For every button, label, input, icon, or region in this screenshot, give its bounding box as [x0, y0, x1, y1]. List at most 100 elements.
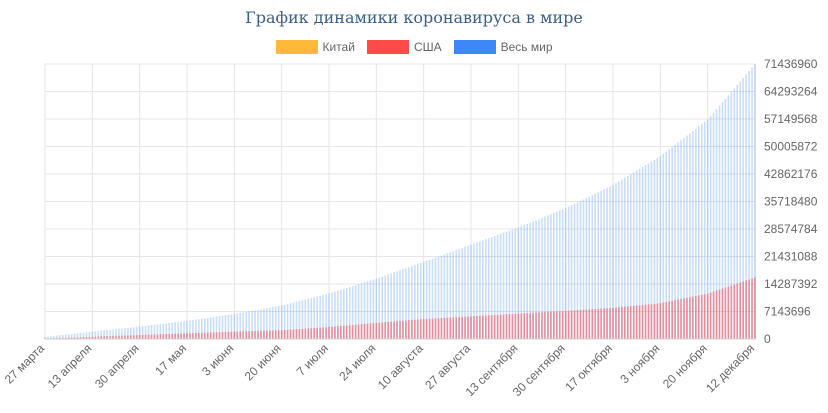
bar-world [517, 227, 520, 339]
bar-usa [650, 304, 653, 339]
bar-world [331, 292, 333, 339]
bar-world [603, 189, 605, 339]
bar-usa [192, 333, 194, 339]
bar-world [496, 234, 499, 339]
bar-usa [360, 324, 363, 339]
bar-usa [689, 297, 691, 339]
bar-usa [730, 285, 733, 339]
bar-usa [200, 332, 203, 339]
bar-usa [203, 332, 206, 339]
bar-usa [304, 328, 307, 339]
bar-usa [378, 322, 381, 339]
bar-usa [153, 334, 156, 339]
bar-usa [624, 306, 626, 339]
bar-usa [195, 332, 197, 339]
bar-world [511, 229, 514, 339]
bar-world [325, 294, 327, 339]
bar-world [372, 279, 375, 339]
bar-usa [239, 331, 242, 339]
bar-usa [428, 318, 431, 339]
bar-usa [366, 323, 369, 339]
bar-world [650, 161, 653, 339]
bar-usa [647, 304, 650, 339]
bar-usa [440, 317, 443, 339]
bar-world [91, 331, 94, 339]
bar-usa [396, 321, 398, 339]
bar-usa [242, 331, 245, 339]
legend-item-china[interactable]: Китай [275, 40, 355, 54]
bar-usa [325, 327, 327, 339]
bar-usa [94, 336, 97, 339]
bar-usa [73, 337, 76, 339]
bar-usa [434, 318, 437, 339]
bar-world [683, 137, 685, 339]
bar-world [369, 280, 372, 339]
bar-world [313, 297, 316, 339]
bar-world [390, 273, 392, 339]
bar-usa [464, 316, 466, 339]
bar-usa [579, 309, 582, 339]
bar-world [171, 322, 174, 339]
bar-world [482, 240, 484, 339]
bar-world [174, 322, 176, 339]
bar-world [292, 302, 295, 339]
bar-world [375, 278, 378, 339]
bar-world [316, 296, 318, 339]
bar-usa [452, 317, 455, 339]
bar-world [416, 264, 419, 339]
bar-usa [147, 334, 150, 339]
bar-usa [82, 337, 85, 339]
bar-usa [674, 300, 676, 339]
bar-usa [180, 333, 182, 339]
bar-usa [529, 312, 531, 339]
bar-world [641, 166, 644, 339]
bar-usa [561, 311, 564, 339]
bar-world [692, 131, 694, 339]
bar-world [396, 271, 398, 339]
bar-world [307, 298, 310, 339]
bar-usa [301, 328, 304, 339]
bar-usa [505, 314, 508, 339]
legend-item-world[interactable]: Весь мир [453, 40, 553, 54]
bar-usa [558, 311, 561, 339]
bar-world [227, 314, 230, 339]
bar-usa [564, 310, 567, 339]
bar-world [582, 199, 585, 339]
bar-world [425, 260, 428, 339]
bar-world [340, 289, 342, 339]
bar-world [455, 250, 458, 339]
bar-usa [334, 326, 336, 339]
bar-usa [67, 337, 70, 339]
bar-world [100, 330, 103, 339]
bar-world [700, 124, 703, 339]
bar-world [440, 255, 443, 339]
bar-usa [662, 302, 665, 339]
bar-world [348, 287, 351, 339]
bar-usa [381, 322, 384, 339]
bar-usa [458, 316, 460, 339]
bar-usa [363, 323, 366, 339]
bar-world [64, 334, 67, 339]
bar-usa [482, 315, 484, 339]
bar-usa [597, 308, 600, 339]
legend-item-usa[interactable]: США [366, 40, 442, 54]
bar-world [289, 303, 292, 339]
bar-usa [61, 337, 64, 339]
bar-usa [375, 322, 378, 339]
bar-usa [576, 310, 579, 339]
bar-usa [70, 337, 73, 339]
bar-usa [183, 333, 185, 339]
bar-usa [351, 324, 354, 339]
bar-world [366, 281, 369, 339]
x-tick-label: 17 мая [152, 341, 189, 378]
bar-usa [132, 335, 135, 339]
bar-usa [408, 320, 410, 339]
bar-world [526, 223, 529, 339]
bar-usa [659, 303, 662, 339]
bar-world [266, 308, 268, 339]
bar-usa [680, 298, 682, 339]
bar-usa [588, 309, 591, 339]
bar-usa [754, 277, 756, 339]
bar-world [405, 268, 407, 339]
bar-world [206, 317, 209, 339]
